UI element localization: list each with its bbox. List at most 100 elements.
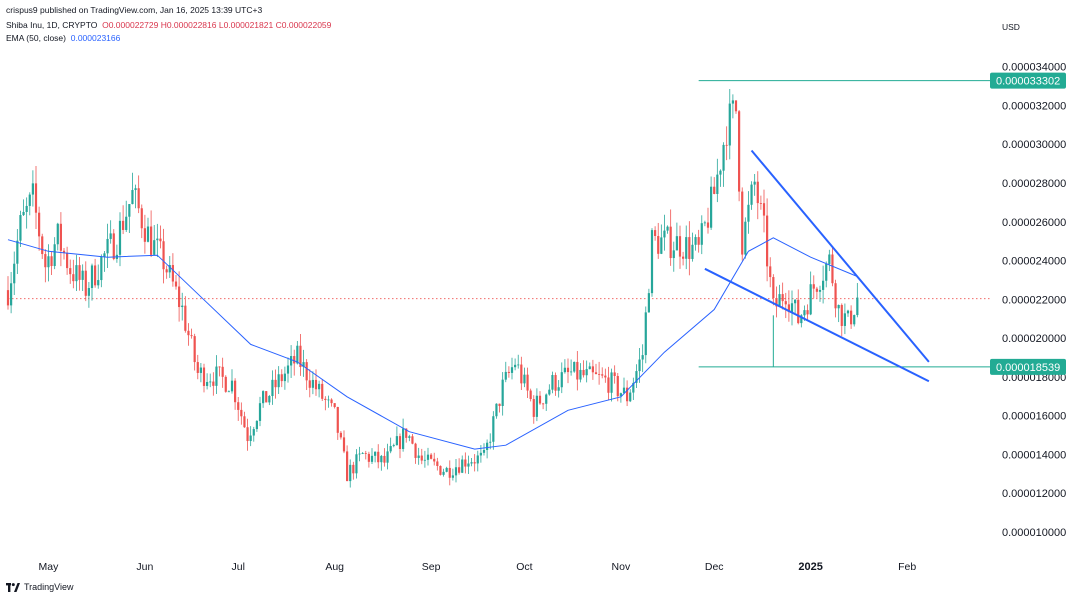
candle-down bbox=[520, 364, 523, 384]
ema-legend[interactable]: EMA (50, close) 0.000023166 bbox=[6, 33, 120, 43]
candle-down bbox=[184, 305, 187, 331]
candle-down bbox=[240, 409, 243, 417]
candle-up bbox=[374, 451, 377, 456]
candle-down bbox=[352, 464, 355, 474]
tradingview-logo-icon bbox=[6, 582, 20, 592]
candle-down bbox=[430, 454, 433, 459]
candle-up bbox=[252, 429, 255, 436]
candle-down bbox=[178, 286, 181, 308]
candle-down bbox=[787, 304, 790, 313]
candle-up bbox=[504, 371, 507, 380]
candle-up bbox=[610, 372, 613, 393]
level-badge bbox=[990, 72, 1066, 89]
candle-up bbox=[750, 184, 753, 205]
trendline bbox=[750, 149, 930, 363]
ema-line bbox=[7, 237, 858, 450]
candle-up bbox=[451, 475, 454, 478]
candle-down bbox=[594, 372, 598, 374]
candle-down bbox=[38, 212, 41, 237]
candle-down bbox=[420, 455, 423, 461]
candle-up bbox=[209, 381, 212, 383]
ema-label[interactable]: EMA (50, close) bbox=[6, 33, 66, 43]
candle-down bbox=[84, 270, 87, 296]
price-tick-label: 0.000012000 bbox=[1002, 488, 1066, 500]
candle-up bbox=[389, 446, 392, 452]
candle-down bbox=[193, 336, 196, 363]
candle-up bbox=[843, 313, 846, 326]
candle-down bbox=[34, 183, 38, 213]
candle-up bbox=[523, 374, 526, 384]
candle-down bbox=[576, 361, 579, 380]
candle-down bbox=[122, 220, 125, 230]
candle-down bbox=[305, 362, 308, 381]
candle-down bbox=[190, 335, 193, 337]
candle-down bbox=[293, 356, 296, 364]
candle-down bbox=[762, 203, 766, 216]
candle-down bbox=[246, 427, 249, 442]
candle-up bbox=[803, 310, 806, 316]
candle-up bbox=[215, 366, 218, 386]
candle-up bbox=[747, 204, 750, 222]
candle-up bbox=[548, 389, 551, 395]
candle-up bbox=[492, 416, 495, 442]
candle-up bbox=[370, 455, 374, 462]
candle-up bbox=[386, 451, 389, 463]
candle-up bbox=[482, 449, 486, 453]
candle-down bbox=[507, 371, 510, 373]
candle-up bbox=[97, 280, 100, 286]
candle-down bbox=[364, 453, 367, 454]
candle-up bbox=[103, 253, 106, 257]
candle-down bbox=[598, 373, 601, 375]
candle-down bbox=[218, 366, 221, 368]
candle-up bbox=[644, 312, 647, 356]
candle-down bbox=[150, 226, 153, 255]
candle-up bbox=[728, 103, 731, 146]
candle-up bbox=[495, 403, 498, 417]
candle-down bbox=[187, 330, 190, 336]
candle-up bbox=[255, 420, 258, 430]
candle-down bbox=[738, 111, 741, 192]
time-tick-label: Feb bbox=[898, 561, 916, 573]
price-tick-label: 0.000022000 bbox=[1002, 294, 1066, 306]
candle-up bbox=[87, 288, 90, 296]
candles-layer bbox=[6, 89, 859, 488]
candle-up bbox=[128, 204, 131, 217]
candle-up bbox=[641, 355, 644, 360]
candle-up bbox=[470, 462, 473, 464]
candle-down bbox=[654, 230, 657, 237]
candle-up bbox=[230, 380, 234, 392]
candle-down bbox=[299, 345, 302, 368]
candle-up bbox=[731, 100, 734, 104]
candle-down bbox=[439, 465, 442, 475]
candle-down bbox=[69, 268, 72, 275]
candle-down bbox=[405, 428, 408, 438]
candle-up bbox=[199, 367, 202, 373]
footer-brand[interactable]: TradingView bbox=[6, 582, 74, 592]
candle-down bbox=[314, 379, 318, 390]
candle-up bbox=[486, 442, 489, 450]
candle-down bbox=[566, 367, 570, 373]
candle-down bbox=[165, 269, 168, 273]
candle-up bbox=[790, 303, 794, 313]
symbol-name[interactable]: Shiba Inu, 1D, CRYPTO bbox=[6, 20, 98, 30]
time-tick-label: Jul bbox=[232, 561, 245, 573]
candle-down bbox=[237, 402, 240, 410]
candle-up bbox=[685, 237, 688, 259]
candle-up bbox=[563, 367, 566, 373]
candle-up bbox=[302, 362, 305, 368]
candle-down bbox=[775, 298, 778, 307]
candle-up bbox=[560, 372, 563, 388]
candle-down bbox=[741, 191, 744, 255]
candle-down bbox=[772, 277, 775, 299]
candle-down bbox=[78, 265, 81, 280]
currency-label[interactable]: USD bbox=[1002, 22, 1020, 32]
candle-up bbox=[268, 396, 271, 403]
symbol-legend[interactable]: Shiba Inu, 1D, CRYPTO O0.000022729 H0.00… bbox=[6, 20, 331, 30]
candle-down bbox=[44, 254, 47, 268]
published-line: crispus9 published on TradingView.com, J… bbox=[6, 5, 262, 15]
candle-up bbox=[16, 240, 19, 264]
candle-up bbox=[489, 441, 492, 443]
price-tick-label: 0.000020000 bbox=[1002, 333, 1066, 345]
candle-up bbox=[573, 361, 576, 372]
